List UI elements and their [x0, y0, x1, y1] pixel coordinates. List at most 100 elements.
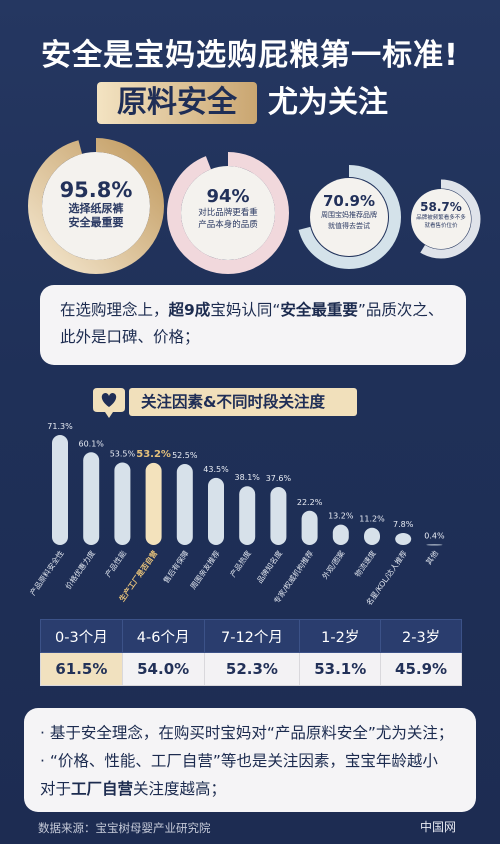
summary-1-bold-1: 超9成: [168, 301, 211, 319]
age-col-3: 7-12个月: [203, 619, 301, 653]
bar-label-10: 11.2%: [359, 515, 385, 524]
subtitle-highlight-box: 原料安全: [97, 82, 257, 124]
category-label-4: 售后有保障: [161, 548, 191, 585]
age-col-2: 4-6个月: [121, 619, 205, 653]
bar-label-5: 43.5%: [203, 465, 229, 474]
ring-chart-4: [401, 179, 481, 259]
ring-1-percent: 95.8%: [59, 178, 133, 202]
bar-3: [145, 462, 162, 545]
bar-chart: 71.3%产品原料安全性60.1%价格优惠力度53.5%产品性能53.2%生产工…: [27, 422, 445, 607]
bar-11: [395, 532, 412, 545]
ring-3-progress: [297, 165, 401, 269]
brand-logo: 中国网: [420, 820, 457, 834]
summary-card-1: 在选购理念上，超9成宝妈认同“安全最重要”品质次之、 此外是口碑、价格；: [40, 285, 466, 365]
summary-2-line-1: · 基于安全理念，在购买时宝妈对“产品原料安全”尤为关注；: [40, 724, 454, 742]
summary-2-line-3-bold: 工厂自营: [71, 780, 134, 798]
summary-1-part-3: ”品质次之、: [357, 301, 444, 319]
category-label-5: 周围亲友推荐: [188, 548, 222, 591]
ring-4-text: 58.7% 品牌被频繁看多不多 就看售价位价: [398, 200, 484, 230]
summary-1-part-2: 宝妈认同“: [210, 301, 281, 319]
bar-label-12: 0.4%: [424, 531, 445, 540]
main-title: 安全是宝妈选购屁粮第一标准!: [41, 38, 459, 73]
bar-label-0: 71.3%: [47, 422, 73, 431]
age-table: 0-3个月 4-6个月 7-12个月 1-2岁 2-3岁 61.5% 54.0%…: [40, 619, 462, 686]
age-col-4: 1-2岁: [299, 619, 382, 653]
ring-4-percent: 58.7%: [420, 200, 462, 214]
bar-0: [52, 435, 68, 545]
bar-1: [83, 452, 100, 545]
category-label-6: 产品热度: [227, 548, 253, 579]
subtitle-highlight: 原料安全: [117, 85, 237, 120]
ring-2-percent: 94%: [206, 186, 250, 207]
ring-chart-2: [167, 152, 289, 274]
bar-7: [270, 486, 287, 545]
bar-label-9: 13.2%: [328, 512, 354, 521]
bar-10: [364, 527, 380, 545]
bar-label-11: 7.8%: [393, 520, 414, 529]
age-val-4: 53.1%: [299, 652, 382, 686]
bar-label-7: 37.6%: [266, 474, 292, 483]
category-label-0: 产品原料安全性: [27, 548, 66, 597]
category-label-12: 其他: [423, 548, 440, 566]
summary-2-line-3-c: 关注度越高；: [133, 780, 227, 798]
age-val-2: 54.0%: [121, 652, 205, 686]
summary-1-line-2: 此外是口碑、价格；: [60, 328, 200, 346]
age-table-header: 0-3个月 4-6个月 7-12个月 1-2岁 2-3岁: [40, 619, 462, 653]
category-label-9: 外观/图案: [320, 548, 347, 581]
heart-icon: [93, 388, 125, 418]
age-val-5: 45.9%: [380, 652, 462, 686]
bar-2: [114, 462, 131, 545]
bar-label-3: 53.2%: [136, 449, 171, 460]
data-source: 数据来源：宝宝树母婴产业研究院: [38, 821, 211, 835]
bar-5: [208, 477, 224, 545]
age-val-1: 61.5%: [40, 652, 123, 686]
ring-3-caption-1: 周围宝妈推荐品牌: [321, 211, 377, 219]
age-val-3: 52.3%: [203, 652, 301, 686]
bar-6: [239, 486, 256, 545]
ring-2-text: 94% 对比品牌更看重 产品本身的品质: [166, 186, 290, 231]
ring-1-caption-2: 安全最重要: [68, 216, 124, 229]
ring-2-caption-2: 产品本身的品质: [198, 220, 258, 230]
category-label-2: 产品性能: [103, 548, 129, 579]
ring-2-progress: [167, 152, 289, 274]
chart-title-banner: 关注因素&不同时段关注度: [81, 387, 361, 418]
ring-4-progress: [401, 179, 481, 259]
bar-label-6: 38.1%: [234, 473, 260, 482]
category-label-1: 价格优惠力度: [63, 548, 97, 591]
ring-4-caption-1: 品牌被频繁看多不多: [416, 215, 466, 221]
bar-label-8: 22.2%: [297, 498, 323, 507]
ring-3-text: 70.9% 周围宝妈推荐品牌 就值得去尝试: [296, 192, 402, 232]
ring-4-caption-2: 就看售价位价: [424, 223, 458, 229]
ring-1-progress: [28, 138, 164, 274]
ring-1-caption-1: 选择纸尿裤: [68, 202, 124, 215]
summary-2-line-3-a: 对于: [40, 780, 72, 798]
ring-chart-3: [297, 165, 401, 269]
bar-12: [426, 544, 443, 546]
ring-3-percent: 70.9%: [322, 192, 376, 210]
age-table-values: 61.5% 54.0% 52.3% 53.1% 45.9%: [40, 652, 462, 686]
bar-label-4: 52.5%: [172, 451, 198, 460]
category-label-7: 品牌知名度: [254, 548, 284, 585]
summary-2-line-3: 对于工厂自营关注度越高；: [40, 776, 226, 802]
bar-label-1: 60.1%: [78, 439, 104, 448]
subtitle: 原料安全 尤为关注: [0, 80, 500, 126]
summary-card-2: · 基于安全理念，在购买时宝妈对“产品原料安全”尤为关注； · “价格、性能、工…: [24, 708, 476, 812]
ring-2-caption-1: 对比品牌更看重: [198, 208, 258, 218]
bar-label-2: 53.5%: [110, 449, 136, 458]
summary-1-part-1: 在选购理念上，: [60, 301, 169, 319]
ring-chart-1: [28, 138, 164, 274]
summary-1-bold-2: 安全最重要: [280, 301, 358, 319]
ring-1-text: 95.8% 选择纸尿裤 安全最重要: [28, 178, 164, 230]
bar-8: [301, 510, 318, 545]
age-col-5: 2-3岁: [380, 619, 462, 653]
summary-1-text: 在选购理念上，超9成宝妈认同“安全最重要”品质次之、 此外是口碑、价格；: [60, 297, 450, 351]
chart-title-bg: [129, 388, 357, 416]
summary-2-line-2: · “价格、性能、工厂自营”等也是关注因素，宝宝年龄越小: [40, 752, 438, 770]
subtitle-rest: 尤为关注: [268, 85, 388, 120]
bar-4: [176, 464, 193, 545]
chart-title: 关注因素&不同时段关注度: [141, 393, 326, 411]
age-col-1: 0-3个月: [40, 619, 123, 653]
category-label-10: 物流速度: [352, 548, 378, 579]
bar-9: [332, 524, 349, 545]
ring-3-caption-2: 就值得去尝试: [328, 222, 370, 230]
